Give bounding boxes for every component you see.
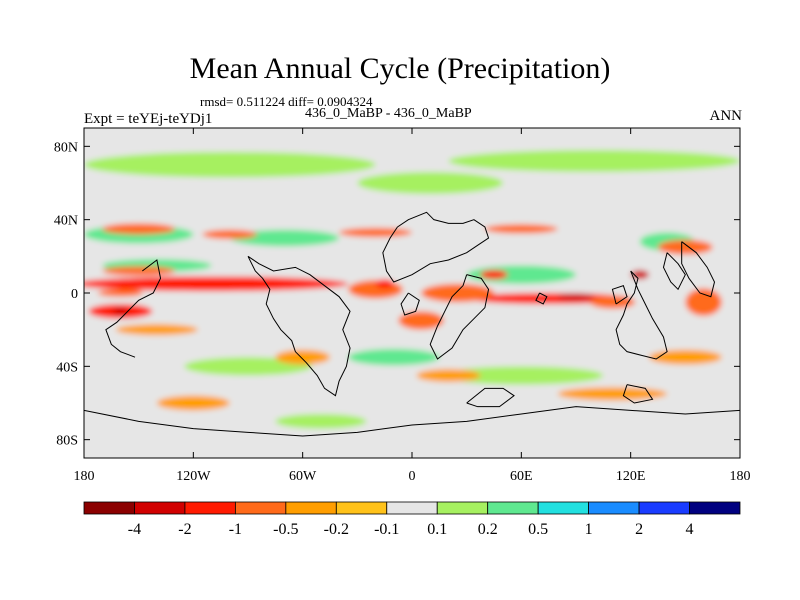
colorbar-swatch	[638, 501, 690, 515]
colorbar-swatch	[335, 501, 388, 515]
lat-label: 0	[71, 287, 78, 302]
colorbar-label: -4	[128, 521, 141, 538]
colorbar-swatch	[436, 501, 489, 515]
anomaly-patch	[229, 229, 340, 247]
lon-label: 120W	[176, 469, 211, 484]
lon-axis: 180 120W 60W 0 60E 120E 180	[74, 128, 751, 484]
anomaly-patch	[658, 239, 713, 255]
lon-label: 180	[74, 469, 95, 484]
anomaly-patch	[484, 224, 558, 234]
coastline	[535, 292, 548, 305]
colorbar-label: -0.1	[374, 521, 399, 538]
colorbar-label: 0.1	[427, 521, 447, 538]
coastline	[105, 259, 162, 358]
anomaly-patch	[84, 151, 376, 178]
stats-line: rmsd= 0.511224 diff= 0.0904324	[200, 94, 373, 109]
colorbar-label: 2	[635, 521, 643, 538]
lat-label: 40N	[54, 214, 78, 229]
experiment-label: Expt = teYEj-teYDj1	[84, 111, 213, 127]
lon-label: 180	[730, 469, 751, 484]
colorbar-swatch	[588, 501, 640, 515]
colorbar-label: 0.2	[478, 521, 498, 538]
colorbar-label: -1	[229, 521, 242, 538]
lat-label: 40S	[56, 360, 78, 375]
anomaly-patch	[480, 270, 508, 280]
anomaly-patch	[84, 276, 349, 292]
lat-label: 80N	[54, 140, 78, 155]
lon-label: 60W	[289, 469, 317, 484]
lon-label: 60E	[510, 469, 533, 484]
coastline	[611, 285, 628, 305]
lon-label: 0	[409, 469, 416, 484]
anomaly-patch	[115, 324, 198, 336]
anomaly-patch	[97, 289, 144, 297]
anomaly-patch	[557, 387, 668, 401]
anomaly-patch	[348, 280, 403, 299]
colorbar-swatch	[537, 501, 590, 515]
anomaly-patch	[102, 223, 176, 235]
colorbar-label: -0.2	[324, 521, 349, 538]
colorbar-swatch	[83, 501, 135, 515]
lon-label: 120E	[616, 469, 646, 484]
colorbar-label: 0.5	[528, 521, 548, 538]
coastline	[400, 292, 420, 316]
coastline	[622, 384, 654, 404]
anomaly-patch	[421, 283, 494, 303]
anomaly-patch	[630, 270, 649, 280]
anomaly-patch	[439, 366, 604, 385]
colorbar-label: 1	[585, 521, 593, 538]
coastline	[382, 211, 490, 283]
colorbar-swatch	[234, 501, 287, 515]
colorbar-label: -2	[178, 521, 191, 538]
anomaly-patch	[448, 150, 740, 172]
anomaly-patch	[275, 349, 330, 365]
colorbar: -4 -2 -1 -0.5 -0.2 -0.1 0.1 0.2 0.5 1 2 4	[83, 501, 741, 538]
coastline	[84, 406, 740, 437]
anomaly-patch	[339, 227, 412, 238]
anomaly-patch	[113, 307, 128, 316]
colorbar-swatch	[487, 501, 539, 515]
anomaly-patch	[557, 293, 595, 301]
anomaly-patch	[398, 311, 444, 330]
coastline	[662, 252, 686, 291]
lat-axis: 80N 40N 0 40S 80S	[54, 140, 740, 449]
anomaly-patch	[102, 266, 176, 276]
colorbar-label: 4	[686, 521, 694, 538]
anomaly-patch	[184, 357, 312, 376]
anomaly-patch	[648, 349, 722, 365]
coastline	[466, 387, 515, 408]
anomaly-patch	[156, 395, 230, 411]
coastline	[247, 255, 351, 397]
colorbar-swatch	[386, 501, 438, 515]
colorbar-swatch	[184, 501, 236, 515]
anomaly-patch	[375, 279, 394, 289]
colorbar-swatch	[689, 501, 741, 515]
anomaly-patch	[357, 172, 504, 194]
anomaly-patch	[685, 288, 722, 316]
anomaly-patch	[416, 369, 481, 382]
coastline	[429, 274, 490, 360]
season-label: ANN	[709, 108, 743, 124]
lat-label: 80S	[56, 434, 78, 449]
coastline	[681, 241, 716, 298]
colorbar-swatch	[134, 501, 186, 515]
coastline	[615, 270, 668, 360]
anomaly-patch	[348, 348, 440, 366]
colorbar-label: -0.5	[273, 521, 298, 538]
anomaly-patch	[275, 414, 367, 429]
precip-field	[84, 128, 740, 458]
colorbar-swatch	[285, 501, 337, 515]
coastlines	[84, 211, 740, 437]
plot-title: Mean Annual Cycle (Precipitation)	[189, 52, 611, 85]
anomaly-patch	[202, 229, 258, 239]
run-pair-label: 436_0_MaBP - 436_0_MaBP	[305, 106, 472, 121]
